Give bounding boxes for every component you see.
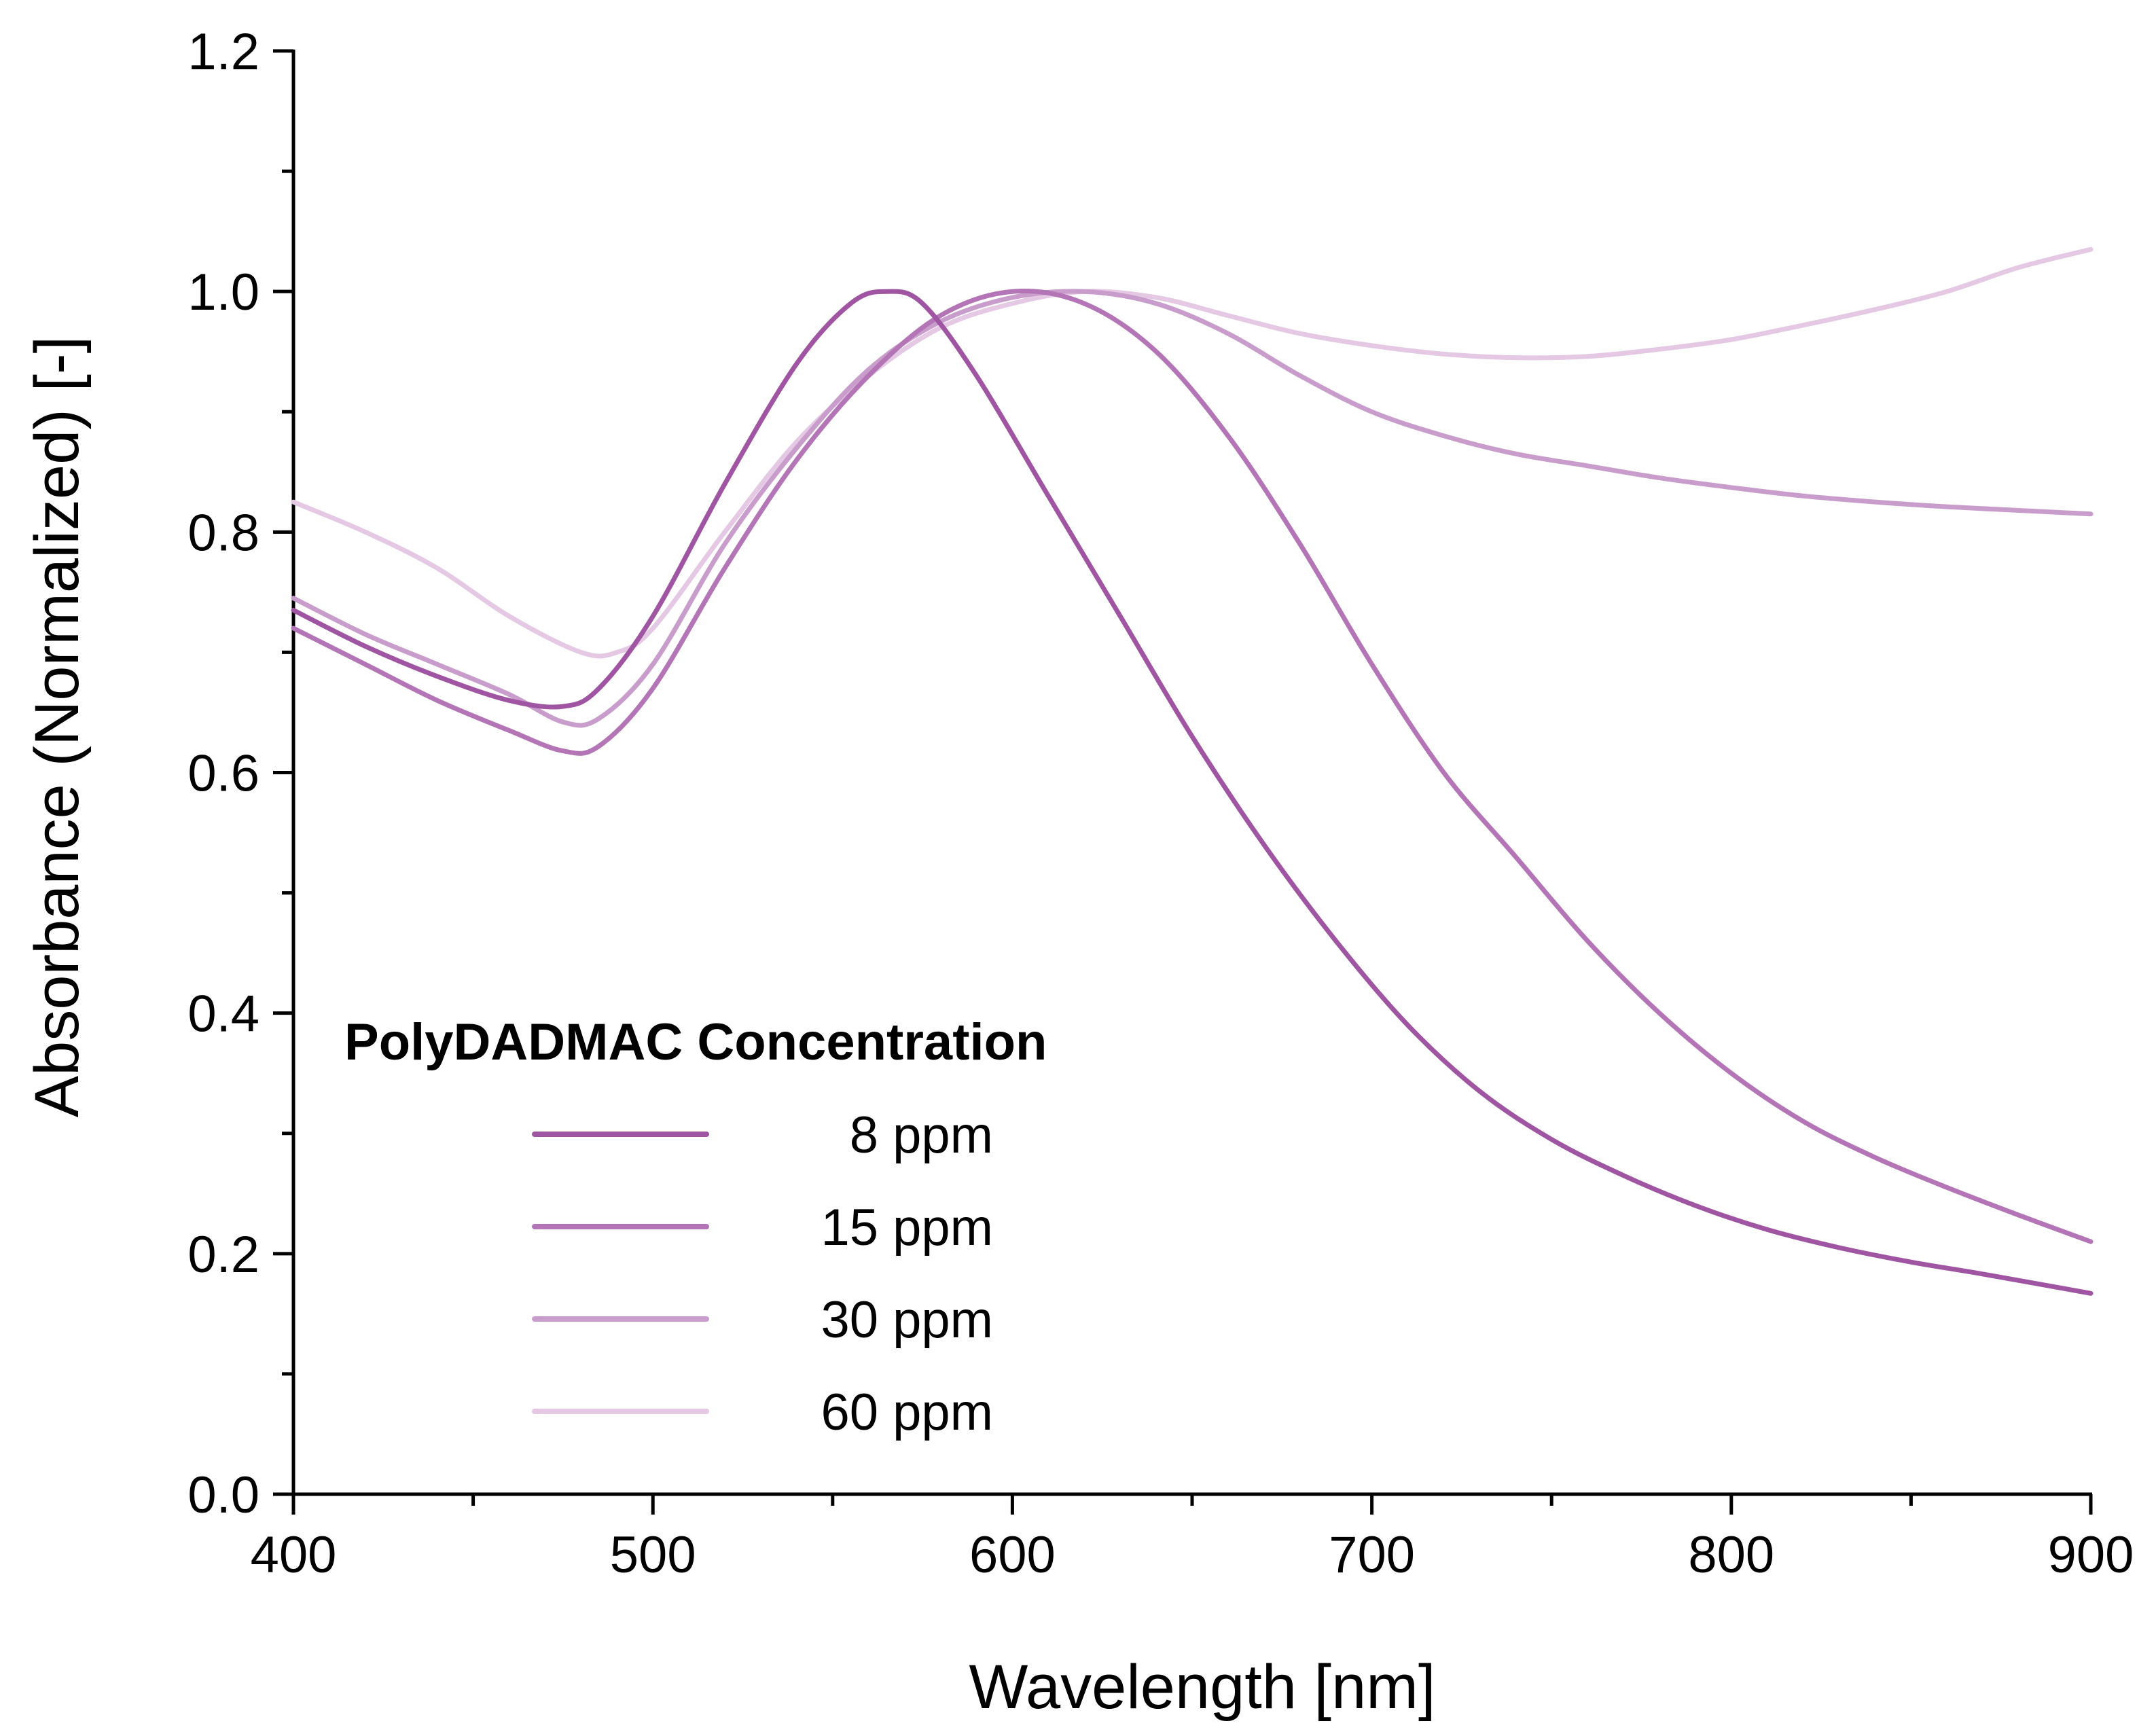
x-tick-label: 900 bbox=[2048, 1526, 2134, 1584]
legend-label: 30 ppm bbox=[821, 1291, 994, 1349]
x-tick-label: 600 bbox=[969, 1526, 1056, 1584]
y-tick-label: 0.6 bbox=[187, 745, 259, 803]
x-tick-label: 800 bbox=[1688, 1526, 1774, 1584]
y-axis-title: Absorbance (Normalized) [-] bbox=[22, 336, 92, 1117]
x-axis-title: Wavelength [nm] bbox=[969, 1652, 1436, 1722]
x-tick-label: 500 bbox=[610, 1526, 696, 1584]
legend-title: PolyDADMAC Concentration bbox=[344, 1013, 1047, 1071]
series-line-30-ppm bbox=[291, 289, 2094, 728]
y-tick-label: 0.8 bbox=[187, 504, 259, 562]
y-axis-ticks: 0.0 0.2 0.4 0.6 0.8 1.0 1.2 bbox=[187, 23, 293, 1524]
series-line-15-ppm bbox=[291, 288, 2094, 1244]
x-tick-label: 700 bbox=[1329, 1526, 1415, 1584]
y-tick-label: 0.0 bbox=[187, 1466, 259, 1524]
series-layer bbox=[291, 247, 2094, 1296]
legend: PolyDADMAC Concentration 8 ppm 15 ppm 30 p… bbox=[344, 1013, 1047, 1441]
y-tick-label: 0.2 bbox=[187, 1226, 259, 1284]
legend-label: 8 ppm bbox=[850, 1106, 993, 1164]
x-axis-ticks: 400 500 600 700 800 900 bbox=[251, 1494, 2134, 1584]
axes bbox=[291, 50, 2092, 1496]
legend-label: 60 ppm bbox=[821, 1384, 994, 1441]
series-line-8-ppm bbox=[291, 289, 2094, 1296]
legend-label: 15 ppm bbox=[821, 1199, 994, 1256]
x-tick-label: 400 bbox=[251, 1526, 337, 1584]
y-tick-label: 1.0 bbox=[187, 264, 259, 321]
y-tick-label: 1.2 bbox=[187, 23, 259, 81]
series-line-60-ppm bbox=[291, 247, 2094, 659]
y-tick-label: 0.4 bbox=[187, 985, 259, 1043]
